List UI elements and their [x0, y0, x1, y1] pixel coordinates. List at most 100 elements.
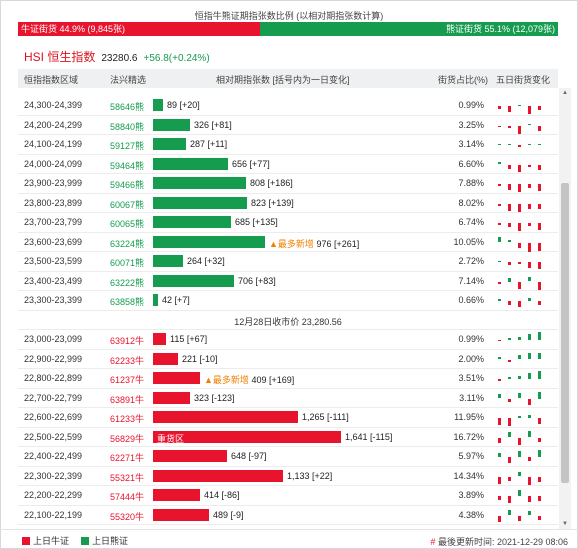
table-row[interactable]: 23,600-23,699 63224熊 ▲最多新增 976 [+261] 10.05… [18, 233, 558, 253]
table-row[interactable]: 23,400-23,499 63222熊 706 [+83] 7.14% [18, 272, 558, 291]
heavy-zone-tag: 重货区 [157, 433, 185, 444]
row-code-link[interactable]: 58646熊 [110, 102, 145, 112]
row-range: 22,700-22,799 [24, 392, 83, 403]
spark-bar [518, 415, 521, 418]
table-row[interactable]: 24,300-24,399 58646熊 89 [+20] 0.99% [18, 96, 558, 116]
table-row[interactable]: 23,700-23,799 60065熊 685 [+135] 6.74% [18, 213, 558, 233]
row-code-link[interactable]: 60067熊 [110, 199, 145, 210]
row-code-link[interactable]: 60065熊 [110, 219, 145, 229]
contract-value: 221 [-10] [182, 354, 218, 364]
contract-value-text: 89 [+20] [167, 100, 200, 110]
table-row[interactable]: 22,700-22,799 63891牛 323 [-123] 3.11% [18, 389, 558, 408]
table-row[interactable]: 22,300-22,399 55321牛 1,133 [+22] 14.34% [18, 467, 558, 486]
header-contracts[interactable]: 相对期指张数 [括号内为一日变化] [216, 75, 350, 85]
spark-bar [538, 391, 541, 399]
table-row[interactable]: 22,100-22,199 55320牛 489 [-9] 4.38% [18, 506, 558, 525]
row-pct: 0.99% [458, 334, 484, 344]
spark-bar [528, 457, 531, 462]
header-range[interactable]: 恒指指数区域 [24, 75, 79, 85]
table-row[interactable]: 22,400-22,499 62271牛 648 [-97] 5.97% [18, 447, 558, 467]
spark-bar [528, 277, 531, 282]
bear-swatch-icon [81, 537, 90, 545]
table-row[interactable]: 22,600-22,699 61233牛 1,265 [-111] 11.95% [18, 408, 558, 428]
spark-bar [538, 476, 541, 483]
spark-bar [498, 260, 501, 262]
legend-bull: 上日牛证 [22, 534, 69, 547]
scroll-thumb[interactable] [561, 183, 569, 483]
spark-bar [508, 496, 511, 503]
spark-bar [528, 334, 531, 340]
five-day-sparkline [494, 272, 550, 291]
table-row[interactable]: 23,900-23,999 59466熊 808 [+186] 7.88% [18, 174, 558, 194]
vertical-scrollbar[interactable]: ▲ ▼ [559, 88, 571, 529]
row-code-link[interactable]: 61237牛 [110, 375, 145, 385]
legend-bull-label: 上日牛证 [33, 536, 70, 546]
row-code-link[interactable]: 56829牛 [110, 433, 145, 444]
row-code-link[interactable]: 63912牛 [110, 336, 145, 346]
spark-bar [538, 262, 541, 269]
contract-bar [153, 411, 298, 423]
table-row[interactable]: 23,300-23,399 63858熊 42 [+7] 0.66% [18, 291, 558, 311]
row-code-link[interactable]: 62233牛 [110, 355, 145, 366]
scroll-up-arrow-icon[interactable]: ▲ [562, 90, 568, 96]
spark-bar [538, 437, 541, 442]
index-name[interactable]: HSI 恒生指数 [24, 50, 96, 64]
table-row[interactable]: 24,100-24,199 59127熊 287 [+11] 3.14% [18, 135, 558, 155]
contract-value: 823 [+139] [251, 198, 294, 208]
table-row[interactable]: 22,200-22,299 57444牛 414 [-86] 3.89% [18, 486, 558, 506]
row-range: 22,400-22,499 [24, 451, 83, 461]
bull-swatch-icon [22, 537, 30, 545]
row-code-link[interactable]: 57444牛 [110, 492, 145, 502]
spark-bar [518, 437, 521, 445]
row-code-link[interactable]: 59127熊 [110, 141, 145, 151]
row-code-link[interactable]: 55320牛 [110, 511, 145, 522]
spark-bar [518, 450, 521, 457]
spark-bar [498, 476, 501, 484]
table-row[interactable]: 24,200-24,299 58840熊 326 [+81] 3.25% [18, 116, 558, 135]
row-code-link[interactable]: 61233牛 [110, 414, 145, 424]
table-row[interactable]: 22,500-22,599 56829牛 重货区 1,641 [-115] 16.72% [18, 428, 558, 447]
row-code-link[interactable]: 55321牛 [110, 472, 145, 483]
row-code-link[interactable]: 59466熊 [110, 180, 145, 190]
contract-value-text: 221 [-10] [182, 353, 218, 364]
spark-bar [508, 376, 511, 379]
table-row[interactable]: 22,900-22,999 62233牛 221 [-10] 2.00% [18, 350, 558, 369]
five-day-sparkline [494, 252, 550, 271]
bear-ratio-segment: 熊证街货 55.1% (12,079张) [260, 22, 558, 36]
row-code-link[interactable]: 62271牛 [110, 453, 145, 463]
table-row[interactable]: 22,800-22,899 61237牛 ▲最多新增 409 [+169] 3.51% [18, 369, 558, 389]
row-code-link[interactable]: 63891牛 [110, 394, 145, 405]
row-code-link[interactable]: 59464熊 [110, 160, 145, 171]
contract-bar [153, 469, 283, 482]
spark-bar [528, 203, 531, 210]
row-code-link[interactable]: 60071熊 [110, 258, 145, 268]
row-code-link[interactable]: 63222熊 [110, 277, 145, 288]
table-row[interactable]: 23,800-23,899 60067熊 823 [+139] 8.02% [18, 194, 558, 213]
row-range: 22,100-22,199 [24, 509, 83, 520]
header-code[interactable]: 法兴精选 [110, 75, 147, 85]
cbbc-table: 24,300-24,399 58646熊 89 [+20] 0.99% 24,200-2… [18, 88, 558, 529]
five-day-sparkline [494, 369, 550, 388]
table-row[interactable]: 23,500-23,599 60071熊 264 [+32] 2.72% [18, 252, 558, 272]
header-spark[interactable]: 五日街货变化 [496, 75, 551, 85]
row-pct: 4.38% [458, 509, 484, 520]
spark-bar [508, 337, 511, 340]
contract-value-text: 808 [+186] [250, 178, 293, 188]
row-code-link[interactable]: 63858熊 [110, 297, 145, 307]
index-quote: HSI 恒生指数 23280.6 +56.8(+0.24%) [24, 48, 210, 64]
contract-value-text: 323 [-123] [194, 392, 235, 403]
table-row[interactable]: 24,000-24,099 59464熊 656 [+77] 6.60% [18, 155, 558, 174]
header-pct[interactable]: 街货占比(%) [438, 75, 488, 85]
spark-bar [538, 106, 541, 110]
contract-bar [153, 255, 183, 267]
contract-value: 287 [+11] [190, 139, 227, 149]
table-row[interactable]: 23,000-23,099 63912牛 115 [+67] 0.99% [18, 330, 558, 350]
contract-value: 323 [-123] [194, 393, 235, 403]
row-code-link[interactable]: 58840熊 [110, 121, 145, 132]
spark-bar [528, 431, 531, 438]
row-code-link[interactable]: 63224熊 [110, 238, 145, 249]
row-pct: 3.11% [459, 392, 484, 403]
row-range: 24,000-24,099 [24, 158, 83, 169]
row-pct: 3.14% [458, 139, 484, 149]
scroll-down-arrow-icon[interactable]: ▼ [562, 521, 568, 527]
